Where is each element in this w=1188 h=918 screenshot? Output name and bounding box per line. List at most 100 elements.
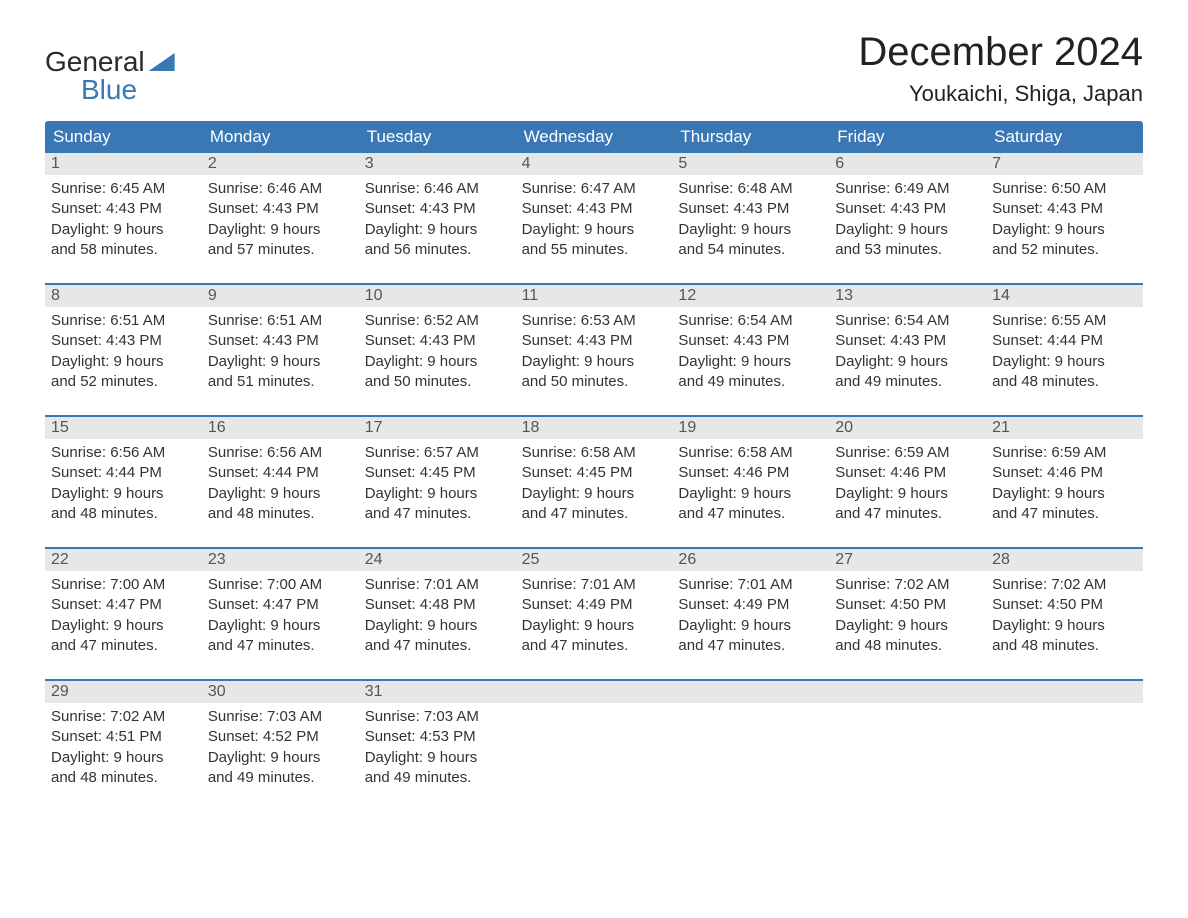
sunset-line: Sunset: 4:50 PM <box>992 595 1137 615</box>
day-cell <box>986 681 1143 801</box>
sunrise-line: Sunrise: 6:47 AM <box>522 179 667 199</box>
day-cell: 2Sunrise: 6:46 AMSunset: 4:43 PMDaylight… <box>202 153 359 273</box>
weekday-header-cell: Tuesday <box>359 121 516 153</box>
day-body: Sunrise: 7:01 AMSunset: 4:48 PMDaylight:… <box>359 571 516 669</box>
day-number: 6 <box>829 153 986 175</box>
sunrise-line: Sunrise: 6:56 AM <box>208 443 353 463</box>
day-number: 28 <box>986 549 1143 571</box>
daylight-line-2: and 47 minutes. <box>522 636 667 656</box>
day-body: Sunrise: 7:02 AMSunset: 4:51 PMDaylight:… <box>45 703 202 801</box>
sunrise-line: Sunrise: 7:02 AM <box>992 575 1137 595</box>
day-cell: 19Sunrise: 6:58 AMSunset: 4:46 PMDayligh… <box>672 417 829 537</box>
sunrise-line: Sunrise: 7:02 AM <box>835 575 980 595</box>
sunset-line: Sunset: 4:44 PM <box>208 463 353 483</box>
day-body <box>986 703 1143 801</box>
daylight-line-1: Daylight: 9 hours <box>208 352 353 372</box>
day-number: 5 <box>672 153 829 175</box>
day-body: Sunrise: 6:46 AMSunset: 4:43 PMDaylight:… <box>359 175 516 273</box>
logo-line1: General <box>45 48 145 76</box>
day-body: Sunrise: 6:47 AMSunset: 4:43 PMDaylight:… <box>516 175 673 273</box>
daylight-line-1: Daylight: 9 hours <box>835 220 980 240</box>
sunrise-line: Sunrise: 6:45 AM <box>51 179 196 199</box>
daylight-line-1: Daylight: 9 hours <box>522 616 667 636</box>
day-number: 13 <box>829 285 986 307</box>
daylight-line-2: and 50 minutes. <box>365 372 510 392</box>
sunrise-line: Sunrise: 7:02 AM <box>51 707 196 727</box>
day-body: Sunrise: 7:00 AMSunset: 4:47 PMDaylight:… <box>202 571 359 669</box>
sunset-line: Sunset: 4:46 PM <box>678 463 823 483</box>
day-body: Sunrise: 6:57 AMSunset: 4:45 PMDaylight:… <box>359 439 516 537</box>
day-number: 2 <box>202 153 359 175</box>
day-cell: 25Sunrise: 7:01 AMSunset: 4:49 PMDayligh… <box>516 549 673 669</box>
daylight-line-1: Daylight: 9 hours <box>992 484 1137 504</box>
daylight-line-2: and 47 minutes. <box>678 636 823 656</box>
daylight-line-2: and 48 minutes. <box>992 372 1137 392</box>
day-number <box>672 681 829 703</box>
sunrise-line: Sunrise: 6:56 AM <box>51 443 196 463</box>
day-body: Sunrise: 7:02 AMSunset: 4:50 PMDaylight:… <box>986 571 1143 669</box>
day-body: Sunrise: 6:59 AMSunset: 4:46 PMDaylight:… <box>829 439 986 537</box>
day-cell: 4Sunrise: 6:47 AMSunset: 4:43 PMDaylight… <box>516 153 673 273</box>
day-cell: 20Sunrise: 6:59 AMSunset: 4:46 PMDayligh… <box>829 417 986 537</box>
sunrise-line: Sunrise: 6:51 AM <box>51 311 196 331</box>
day-cell: 8Sunrise: 6:51 AMSunset: 4:43 PMDaylight… <box>45 285 202 405</box>
sunset-line: Sunset: 4:43 PM <box>208 331 353 351</box>
weekday-header-cell: Saturday <box>986 121 1143 153</box>
day-body <box>516 703 673 801</box>
daylight-line-2: and 51 minutes. <box>208 372 353 392</box>
daylight-line-1: Daylight: 9 hours <box>365 748 510 768</box>
day-cell: 17Sunrise: 6:57 AMSunset: 4:45 PMDayligh… <box>359 417 516 537</box>
day-cell: 10Sunrise: 6:52 AMSunset: 4:43 PMDayligh… <box>359 285 516 405</box>
sunrise-line: Sunrise: 7:00 AM <box>208 575 353 595</box>
day-cell: 23Sunrise: 7:00 AMSunset: 4:47 PMDayligh… <box>202 549 359 669</box>
sunrise-line: Sunrise: 6:49 AM <box>835 179 980 199</box>
sunrise-line: Sunrise: 7:03 AM <box>208 707 353 727</box>
day-cell: 24Sunrise: 7:01 AMSunset: 4:48 PMDayligh… <box>359 549 516 669</box>
daylight-line-2: and 48 minutes. <box>208 504 353 524</box>
daylight-line-2: and 47 minutes. <box>365 504 510 524</box>
sunrise-line: Sunrise: 6:52 AM <box>365 311 510 331</box>
day-cell: 31Sunrise: 7:03 AMSunset: 4:53 PMDayligh… <box>359 681 516 801</box>
sunset-line: Sunset: 4:43 PM <box>51 199 196 219</box>
daylight-line-1: Daylight: 9 hours <box>208 748 353 768</box>
sunset-line: Sunset: 4:48 PM <box>365 595 510 615</box>
sunset-line: Sunset: 4:43 PM <box>51 331 196 351</box>
day-body: Sunrise: 7:02 AMSunset: 4:50 PMDaylight:… <box>829 571 986 669</box>
sunrise-line: Sunrise: 6:50 AM <box>992 179 1137 199</box>
sunrise-line: Sunrise: 6:59 AM <box>835 443 980 463</box>
logo-flag-icon <box>149 53 175 71</box>
day-body <box>829 703 986 801</box>
day-number: 30 <box>202 681 359 703</box>
day-body: Sunrise: 6:58 AMSunset: 4:45 PMDaylight:… <box>516 439 673 537</box>
sunset-line: Sunset: 4:43 PM <box>835 331 980 351</box>
sunrise-line: Sunrise: 7:03 AM <box>365 707 510 727</box>
day-body: Sunrise: 6:56 AMSunset: 4:44 PMDaylight:… <box>202 439 359 537</box>
daylight-line-2: and 48 minutes. <box>835 636 980 656</box>
day-number: 14 <box>986 285 1143 307</box>
daylight-line-2: and 52 minutes. <box>51 372 196 392</box>
day-body <box>672 703 829 801</box>
sunset-line: Sunset: 4:52 PM <box>208 727 353 747</box>
sunset-line: Sunset: 4:43 PM <box>208 199 353 219</box>
sunrise-line: Sunrise: 6:48 AM <box>678 179 823 199</box>
day-cell: 30 Sunrise: 7:03 AMSunset: 4:52 PMDayligh… <box>202 681 359 801</box>
daylight-line-2: and 49 minutes. <box>208 768 353 788</box>
sunrise-line: Sunrise: 6:58 AM <box>522 443 667 463</box>
week-row: 1Sunrise: 6:45 AMSunset: 4:43 PMDaylight… <box>45 153 1143 273</box>
calendar: SundayMondayTuesdayWednesdayThursdayFrid… <box>45 121 1143 801</box>
day-body: Sunrise: 6:45 AMSunset: 4:43 PMDaylight:… <box>45 175 202 273</box>
daylight-line-1: Daylight: 9 hours <box>365 352 510 372</box>
sunset-line: Sunset: 4:43 PM <box>678 331 823 351</box>
day-cell: 29Sunrise: 7:02 AMSunset: 4:51 PMDayligh… <box>45 681 202 801</box>
sunset-line: Sunset: 4:47 PM <box>51 595 196 615</box>
day-cell: 14Sunrise: 6:55 AMSunset: 4:44 PMDayligh… <box>986 285 1143 405</box>
day-number: 21 <box>986 417 1143 439</box>
sunrise-line: Sunrise: 6:46 AM <box>365 179 510 199</box>
daylight-line-2: and 47 minutes. <box>208 636 353 656</box>
sunset-line: Sunset: 4:43 PM <box>522 331 667 351</box>
week-row: 8Sunrise: 6:51 AMSunset: 4:43 PMDaylight… <box>45 283 1143 405</box>
sunrise-line: Sunrise: 6:46 AM <box>208 179 353 199</box>
day-body: Sunrise: 6:55 AMSunset: 4:44 PMDaylight:… <box>986 307 1143 405</box>
daylight-line-2: and 48 minutes. <box>992 636 1137 656</box>
day-body: Sunrise: 6:51 AMSunset: 4:43 PMDaylight:… <box>45 307 202 405</box>
